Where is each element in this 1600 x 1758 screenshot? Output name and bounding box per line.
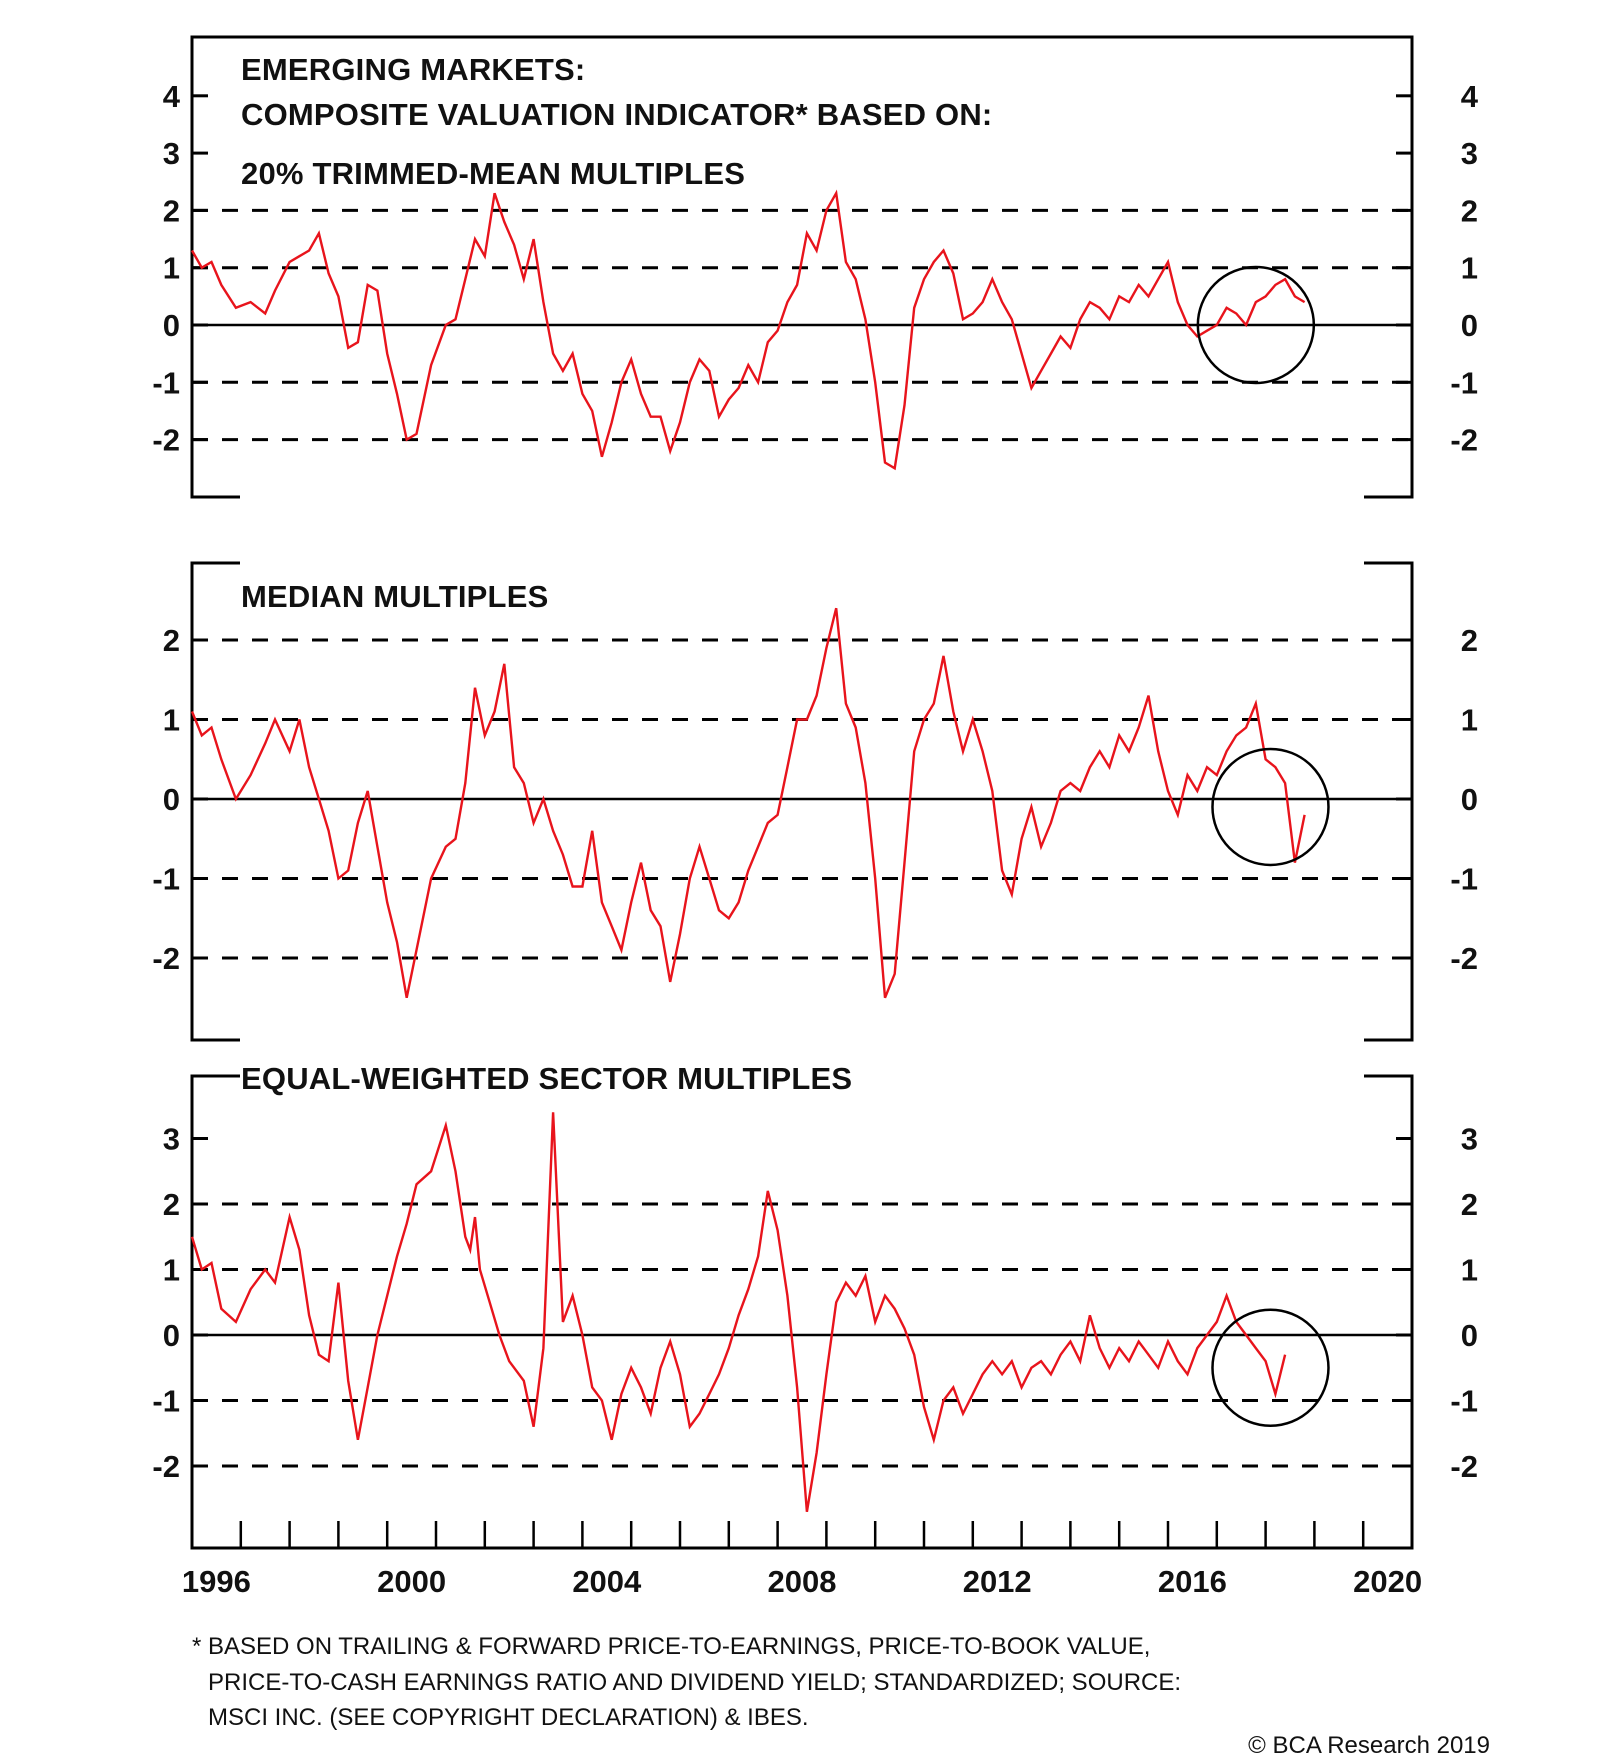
y-tick-label-right: -2 [1450,423,1478,458]
y-tick-label-right: 0 [1461,308,1478,343]
panel-label: EQUAL-WEIGHTED SECTOR MULTIPLES [241,1061,852,1096]
y-tick-label-right: 1 [1461,1253,1478,1288]
x-tick-label: 2016 [1158,1564,1227,1599]
y-tick-label-left: 2 [163,1187,180,1222]
y-tick-label-right: -2 [1450,941,1478,976]
y-tick-label-left: 0 [163,308,180,343]
y-tick-label-right: 3 [1461,1122,1478,1157]
y-tick-label-right: 1 [1461,703,1478,738]
y-tick-label-left: 2 [163,623,180,658]
y-tick-label-left: 2 [163,193,180,228]
series-line-trimmed-mean [190,189,1306,471]
highlight-circle [1196,265,1316,385]
footnote-line-2: PRICE-TO-CASH EARNINGS RATIO AND DIVIDEN… [208,1669,1181,1696]
panel-frame [190,1074,1414,1550]
y-tick-label-left: 1 [163,1253,180,1288]
footnote-line-3: MSCI INC. (SEE COPYRIGHT DECLARATION) & … [208,1704,809,1731]
y-tick-label-left: -2 [152,1449,180,1484]
y-tick-label-left: 4 [163,79,181,114]
y-tick-label-right: 1 [1461,251,1478,286]
x-tick-label: 1996 [182,1564,251,1599]
y-tick-label-left: 1 [163,703,180,738]
x-axis: 1996 2000 2004 2008 2012 2016 2020 [182,1521,1422,1599]
panel-frame-right [1364,561,1414,1042]
y-tick-label-right: 0 [1461,782,1478,817]
series-line-median [190,607,1306,999]
highlight-circle [1211,1308,1330,1427]
y-tick-label-left: -1 [152,1384,180,1419]
y-tick-label-left: -1 [152,862,180,897]
x-tick-label: 2004 [572,1564,642,1599]
y-tick-label-left: -2 [152,423,180,458]
y-tick-label-right: -1 [1450,1384,1478,1419]
y-tick-label-right: 2 [1461,193,1478,228]
y-tick-label-left: 3 [163,136,180,171]
copyright: © BCA Research 2019 [1248,1732,1490,1758]
chart-title-line-2: COMPOSITE VALUATION INDICATOR* BASED ON: [241,97,992,132]
panel-label: MEDIAN MULTIPLES [241,579,548,614]
footnote-line-1: * BASED ON TRAILING & FORWARD PRICE-TO-E… [192,1633,1150,1660]
y-tick-label-right: 4 [1461,79,1479,114]
y-tick-label-right: 0 [1461,1318,1478,1353]
y-tick-label-left: 1 [163,251,180,286]
panel-frame [190,35,1414,499]
y-tick-label-right: -1 [1450,862,1478,897]
x-tick-label: 2000 [377,1564,446,1599]
y-tick-label-left: 3 [163,1122,180,1157]
y-tick-label-left: 0 [163,782,180,817]
series-line-equal-weighted-sector [190,1112,1287,1512]
chart-title-line-1: EMERGING MARKETS: [241,52,585,87]
y-tick-label-right: 2 [1461,1187,1478,1222]
panel-trimmed-mean: EMERGING MARKETS: COMPOSITE VALUATION IN… [152,35,1479,499]
y-tick-label-left: 0 [163,1318,180,1353]
x-tick-label: 2020 [1353,1564,1422,1599]
y-tick-label-right: -1 [1450,365,1478,400]
y-tick-label-left: -1 [152,365,180,400]
panel-frame [190,561,240,1042]
highlight-circle [1211,747,1330,867]
y-tick-label-right: -2 [1450,1449,1478,1484]
y-tick-label-right: 2 [1461,623,1478,658]
panel-median: MEDIAN MULTIPLES 2 2 1 1 0 0 -1 -1 -2 -2 [152,561,1478,1042]
x-tick-label: 2012 [963,1564,1032,1599]
y-tick-label-right: 3 [1461,136,1478,171]
panel-equal-weighted-sector: EQUAL-WEIGHTED SECTOR MULTIPLES 3 3 2 2 1 1 0 0… [152,1061,1478,1550]
y-tick-label-left: -2 [152,941,180,976]
x-tick-label: 2008 [768,1564,837,1599]
panel-label: 20% TRIMMED-MEAN MULTIPLES [241,156,745,191]
